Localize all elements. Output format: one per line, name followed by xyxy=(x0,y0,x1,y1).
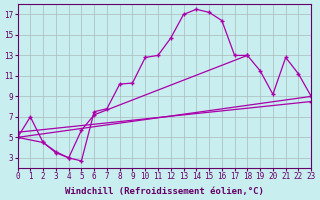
X-axis label: Windchill (Refroidissement éolien,°C): Windchill (Refroidissement éolien,°C) xyxy=(65,187,264,196)
